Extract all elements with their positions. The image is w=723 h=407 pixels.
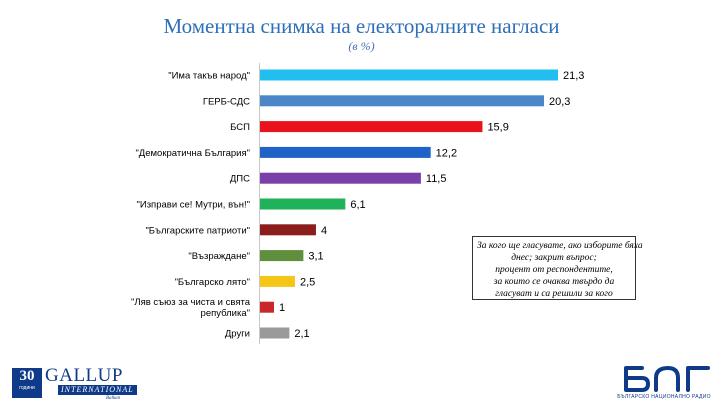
category-label: ДПС [230,174,250,185]
value-label: 20,3 [549,96,570,108]
gallup-international-wordmark: INTERNATIONAL [58,385,137,395]
value-label: 1 [279,302,285,314]
category-label: република" [201,308,250,319]
bnr-caption: БЪЛГАРСКО НАЦИОНАЛНО РАДИО [617,394,711,400]
value-label: 15,9 [487,122,508,134]
value-label: 21,3 [563,70,584,82]
bnr-logo-icon [624,365,710,392]
category-label: "Българско лято" [175,277,250,288]
gallup-wordmark: GALLUP [45,365,123,386]
bar [260,198,346,210]
bnr-logo: БЪЛГАРСКО НАЦИОНАЛНО РАДИО [612,364,716,404]
anniversary-badge: 30 години [12,368,42,398]
bar [260,250,304,262]
bar [260,172,421,184]
category-label: Други [225,329,250,340]
note-line: за които се очаква твърдо да [493,277,615,287]
value-label: 6,1 [350,199,365,211]
anniversary-years: 30 [19,368,35,384]
category-label: "Демократична България" [135,148,250,159]
value-label: 2,1 [294,328,309,340]
anniversary-word: години [19,385,35,391]
chart-title: Моментна снимка на електоралните нагласи [163,14,560,38]
bar [260,301,274,313]
category-label: "Има такъв народ" [168,71,250,82]
bars-layer: "Има такъв народ" 21,3 ГЕРБ-СДС 20,3 БСП 15,9… [131,69,584,340]
methodology-note: За кого ще гласувате, ако изборите бяха … [472,236,643,300]
note-line: процент от респондентите, [495,265,613,275]
value-label: 12,2 [436,147,457,159]
note-line: днес; закрит въпрос; [511,253,597,263]
category-label: ГЕРБ-СДС [203,96,250,107]
bar [260,121,483,133]
value-label: 4 [321,225,327,237]
value-label: 2,5 [300,276,315,288]
category-label: "Българските патриоти" [145,225,250,236]
category-label: "Изправи се! Мутри, вън!" [137,200,251,211]
gallup-logo: 30 години GALLUP INTERNATIONAL Balkan [6,366,138,402]
bar [260,275,295,287]
category-label: "Ляв съюз за чиста и свята [131,297,251,308]
note-line: За кого ще гласувате, ако изборите бяха [477,241,643,251]
bar [260,224,316,236]
value-label: 11,5 [426,173,447,185]
chart-subtitle: (в %) [348,39,375,53]
category-label: БСП [230,122,250,133]
gallup-region-wordmark: Balkan [106,396,121,401]
value-label: 3,1 [308,251,323,263]
bar [260,146,431,158]
bar [260,327,290,339]
bar [260,95,545,107]
category-label: "Възраждане" [188,251,250,262]
bar [260,69,558,81]
note-line: гласуват и са решили за кого [495,289,613,299]
